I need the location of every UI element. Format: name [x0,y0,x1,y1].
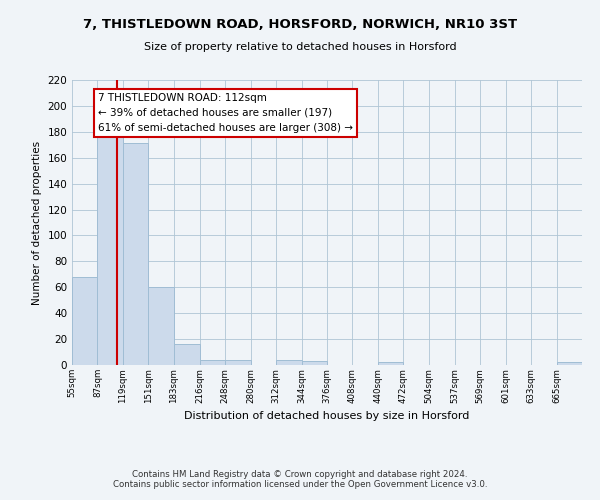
Bar [148,288,173,365]
Bar [378,362,403,365]
Y-axis label: Number of detached properties: Number of detached properties [32,140,42,304]
Bar [123,144,148,365]
Bar [173,344,200,365]
Bar [72,277,97,365]
Text: 7 THISTLEDOWN ROAD: 112sqm
← 39% of detached houses are smaller (197)
61% of sem: 7 THISTLEDOWN ROAD: 112sqm ← 39% of deta… [98,93,353,132]
Bar [302,361,327,365]
Bar [226,360,251,365]
Bar [97,132,123,365]
Bar [276,360,302,365]
X-axis label: Distribution of detached houses by size in Horsford: Distribution of detached houses by size … [184,411,470,421]
Bar [200,360,226,365]
Bar [557,362,582,365]
Text: 7, THISTLEDOWN ROAD, HORSFORD, NORWICH, NR10 3ST: 7, THISTLEDOWN ROAD, HORSFORD, NORWICH, … [83,18,517,30]
Text: Contains HM Land Registry data © Crown copyright and database right 2024.
Contai: Contains HM Land Registry data © Crown c… [113,470,487,489]
Text: Size of property relative to detached houses in Horsford: Size of property relative to detached ho… [143,42,457,52]
